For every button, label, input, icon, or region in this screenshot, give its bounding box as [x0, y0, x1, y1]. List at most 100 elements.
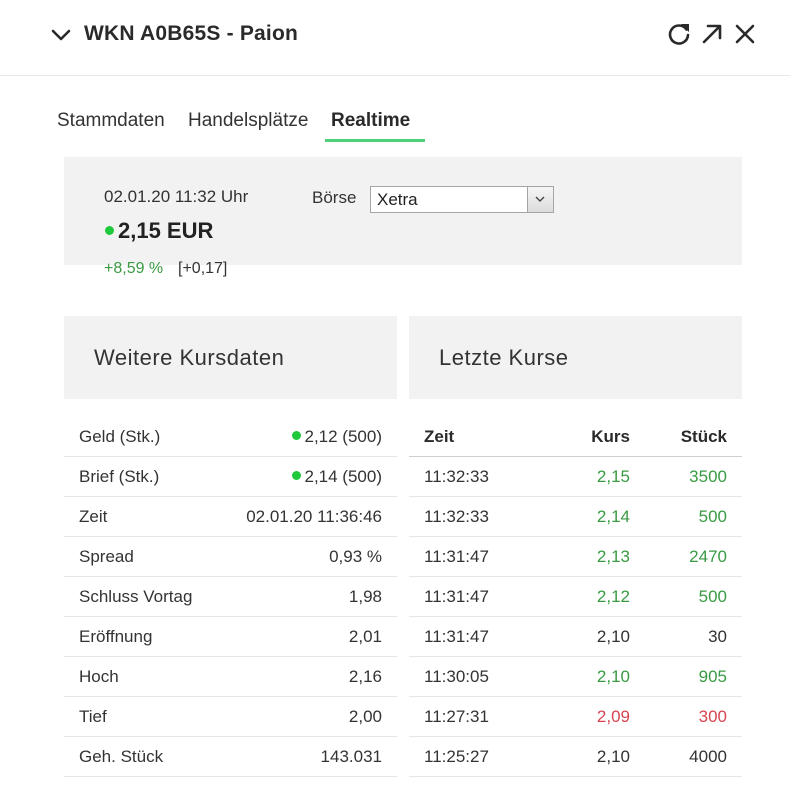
- boerse-select[interactable]: Xetra: [370, 186, 554, 213]
- tab-handelsplaetze[interactable]: Handelsplätze: [188, 110, 309, 131]
- column-header-kurs: Kurs: [591, 427, 630, 446]
- cell-zeit: 11:30:05: [424, 667, 489, 686]
- live-indicator-dot: [291, 471, 301, 480]
- close-icon[interactable]: [731, 20, 759, 48]
- quote-summary: 02.01.20 11:32 Uhr 2,15 EUR Börse Xetra: [64, 157, 742, 265]
- table-row: Geh. Stück 143.031: [64, 737, 397, 777]
- row-label: Zeit: [79, 507, 108, 526]
- cell-zeit: 11:32:33: [424, 467, 489, 486]
- quote-datetime: 02.01.20 11:32 Uhr: [104, 187, 249, 206]
- row-value-cell: 02.01.20 11:36:46: [246, 507, 382, 527]
- row-label: Spread: [79, 547, 134, 566]
- row-value: 143.031: [320, 747, 382, 766]
- active-tab-indicator: [325, 139, 425, 142]
- boerse-select-value: Xetra: [377, 190, 418, 209]
- cell-zeit: 11:27:31: [424, 707, 489, 726]
- row-value: 2,00: [348, 707, 382, 726]
- cell-kurs: 2,10: [596, 627, 630, 646]
- quote-change-percent: +8,59 %: [104, 260, 164, 277]
- cell-stueck: 905: [698, 667, 727, 686]
- table-row: 11:31:47 2,10 30: [409, 617, 742, 657]
- row-value-cell: 2,12 (500): [291, 427, 383, 447]
- kursdaten-table: Geld (Stk.) 2,12 (500) Brief (Stk.) 2,14 (5…: [64, 417, 397, 777]
- table-row: Spread 0,93 %: [64, 537, 397, 577]
- table-header-row: Zeit Kurs Stück: [409, 417, 742, 457]
- letzte-kurse-panel-header: Letzte Kurse: [409, 316, 742, 399]
- cell-kurs: 2,13: [596, 547, 630, 566]
- cell-stueck: 3500: [689, 467, 727, 486]
- widget-header: WKN A0B65S - Paion: [0, 0, 790, 76]
- row-label: Geld (Stk.): [79, 427, 161, 446]
- row-label: Schluss Vortag: [79, 587, 193, 606]
- cell-stueck: 500: [698, 507, 727, 526]
- cell-stueck: 4000: [689, 747, 727, 766]
- cell-zeit: 11:31:47: [424, 627, 489, 646]
- cell-stueck: 500: [698, 587, 727, 606]
- table-row: 11:32:33 2,14 500: [409, 497, 742, 537]
- cell-kurs: 2,15: [596, 467, 630, 486]
- row-value-cell: 2,01: [349, 627, 382, 647]
- column-header-zeit: Zeit: [424, 427, 455, 446]
- cell-kurs: 2,10: [596, 747, 630, 766]
- table-row: 11:32:33 2,15 3500: [409, 457, 742, 497]
- row-label: Brief (Stk.): [79, 467, 160, 486]
- cell-kurs: 2,12: [596, 587, 630, 606]
- row-value: 2,12 (500): [304, 427, 383, 446]
- row-value-cell: 2,00: [349, 707, 382, 727]
- table-row: Tief 2,00: [64, 697, 397, 737]
- table-row: Zeit 02.01.20 11:36:46: [64, 497, 397, 537]
- row-value-cell: 0,93 %: [329, 547, 382, 567]
- cell-zeit: 11:32:33: [424, 507, 489, 526]
- tab-realtime[interactable]: Realtime: [331, 110, 411, 131]
- row-label: Geh. Stück: [79, 747, 164, 766]
- refresh-icon[interactable]: [665, 20, 693, 48]
- row-value: 02.01.20 11:36:46: [246, 507, 382, 526]
- table-row: Schluss Vortag 1,98: [64, 577, 397, 617]
- table-row: 11:27:31 2,09 300: [409, 697, 742, 737]
- row-value: 2,01: [348, 627, 382, 646]
- table-row: Hoch 2,16: [64, 657, 397, 697]
- cell-stueck: 30: [708, 627, 727, 646]
- row-value-cell: 2,16: [349, 667, 382, 687]
- table-row: 11:31:47 2,13 2470: [409, 537, 742, 577]
- row-value: 2,14 (500): [304, 467, 383, 486]
- chevron-down-icon: [535, 196, 545, 202]
- cell-kurs: 2,09: [596, 707, 630, 726]
- row-value-cell: 143.031: [321, 747, 382, 767]
- cell-stueck: 300: [698, 707, 727, 726]
- popout-arrow-icon[interactable]: [698, 20, 726, 48]
- cell-zeit: 11:31:47: [424, 547, 489, 566]
- letzte-kurse-title: Letzte Kurse: [439, 345, 569, 370]
- column-header-stueck: Stück: [680, 427, 727, 446]
- row-label: Eröffnung: [79, 627, 153, 646]
- table-row: 11:25:27 2,10 4000: [409, 737, 742, 777]
- dropdown-button[interactable]: [527, 187, 553, 212]
- live-indicator-dot: [105, 226, 114, 235]
- chevron-down-icon[interactable]: [48, 22, 74, 48]
- live-indicator-dot: [291, 431, 301, 440]
- quote-change-absolute: [+0,17]: [178, 260, 228, 277]
- kursdaten-panel-header: Weitere Kursdaten: [64, 316, 397, 399]
- table-row: 11:30:05 2,10 905: [409, 657, 742, 697]
- tab-stammdaten[interactable]: Stammdaten: [57, 110, 165, 131]
- table-row: Brief (Stk.) 2,14 (500): [64, 457, 397, 497]
- table-row: 11:31:47 2,12 500: [409, 577, 742, 617]
- row-label: Tief: [79, 707, 107, 726]
- widget-title: WKN A0B65S - Paion: [84, 22, 299, 45]
- table-row: Geld (Stk.) 2,12 (500): [64, 417, 397, 457]
- boerse-label: Börse: [312, 188, 357, 207]
- cell-zeit: 11:31:47: [424, 587, 489, 606]
- row-label: Hoch: [79, 667, 119, 686]
- letzte-kurse-table: Zeit Kurs Stück 11:32:33 2,15 3500 11:32:33…: [409, 417, 742, 777]
- row-value: 0,93 %: [329, 547, 382, 566]
- cell-zeit: 11:25:27: [424, 747, 489, 766]
- cell-kurs: 2,10: [596, 667, 630, 686]
- row-value-cell: 2,14 (500): [291, 467, 383, 487]
- cell-stueck: 2470: [689, 547, 727, 566]
- row-value-cell: 1,98: [349, 587, 382, 607]
- cell-kurs: 2,14: [596, 507, 630, 526]
- table-row: Eröffnung 2,01: [64, 617, 397, 657]
- quote-price: 2,15 EUR: [118, 218, 214, 243]
- row-value: 2,16: [348, 667, 382, 686]
- kursdaten-title: Weitere Kursdaten: [94, 345, 285, 370]
